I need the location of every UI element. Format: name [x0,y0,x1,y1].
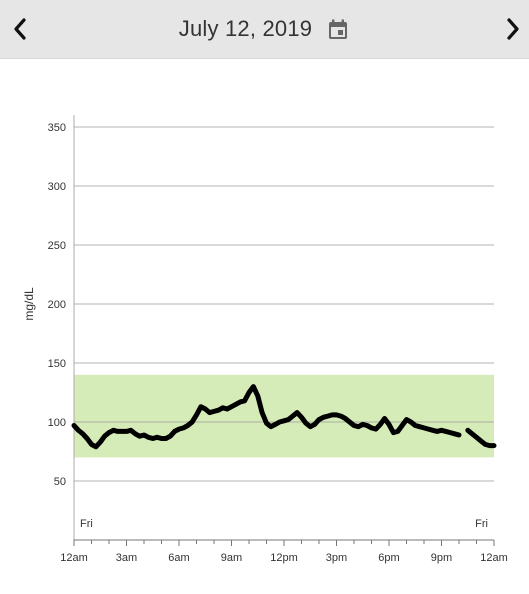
x-tick-label: 9am [221,552,242,564]
chevron-right-icon [507,18,519,40]
x-tick-label: 9pm [431,552,452,564]
glucose-trace [71,384,462,450]
y-axis-label: mg/dL [22,287,36,321]
x-tick-label: 6pm [378,552,399,564]
y-tick-label: 150 [48,358,66,370]
chevron-left-icon [14,18,26,40]
y-tick-label: 250 [48,240,66,252]
calendar-icon [329,19,348,39]
y-tick-label: 350 [48,122,66,134]
target-range-band [74,374,494,458]
y-tick-label: 300 [48,181,66,193]
next-day-button[interactable] [497,10,529,48]
x-tick-label: 12am [60,552,88,564]
x-tick-label: 12pm [270,552,298,564]
calendar-button[interactable] [326,17,350,41]
date-title-group: July 12, 2019 [0,12,529,46]
x-tick-label: 6am [168,552,189,564]
date-header: July 12, 2019 [0,0,529,59]
day-label: Fri [80,518,93,530]
glucose-trace [465,427,497,449]
day-label: Fri [475,518,488,530]
date-title: July 12, 2019 [178,16,313,41]
glucose-chart: 50 100 150 200 250 300 350 mg/dL 12am 3am 6am 9am 12… [22,115,508,564]
y-tick-label: 50 [54,476,66,488]
y-tick-label: 100 [48,417,66,429]
glucose-chart-area: 50 100 150 200 250 300 350 mg/dL 12am 3am 6am 9am 12… [0,59,529,589]
x-tick-label: 3am [116,552,137,564]
x-tick-label: 3pm [326,552,347,564]
x-tick-label: 12am [480,552,508,564]
y-tick-label: 200 [48,299,66,311]
previous-day-button[interactable] [4,10,36,48]
